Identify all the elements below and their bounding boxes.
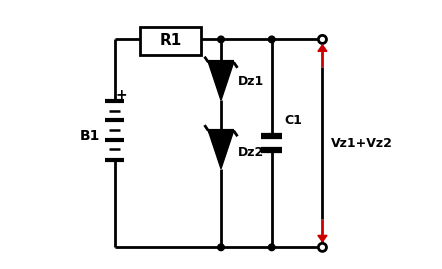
Polygon shape <box>208 131 234 169</box>
Bar <box>140 27 201 55</box>
Circle shape <box>318 243 327 252</box>
Text: +: + <box>116 89 127 102</box>
Polygon shape <box>318 235 327 242</box>
Polygon shape <box>208 62 234 100</box>
Text: C1: C1 <box>284 114 302 127</box>
Text: Dz2: Dz2 <box>237 146 264 159</box>
Circle shape <box>268 36 275 43</box>
Circle shape <box>218 244 224 251</box>
Circle shape <box>268 244 275 251</box>
Text: Vz1+Vz2: Vz1+Vz2 <box>332 137 393 150</box>
Text: B1: B1 <box>80 129 101 143</box>
Circle shape <box>218 36 224 43</box>
Text: Dz1: Dz1 <box>237 75 264 88</box>
Circle shape <box>318 35 327 44</box>
Text: R1: R1 <box>159 33 181 48</box>
Polygon shape <box>318 45 327 51</box>
